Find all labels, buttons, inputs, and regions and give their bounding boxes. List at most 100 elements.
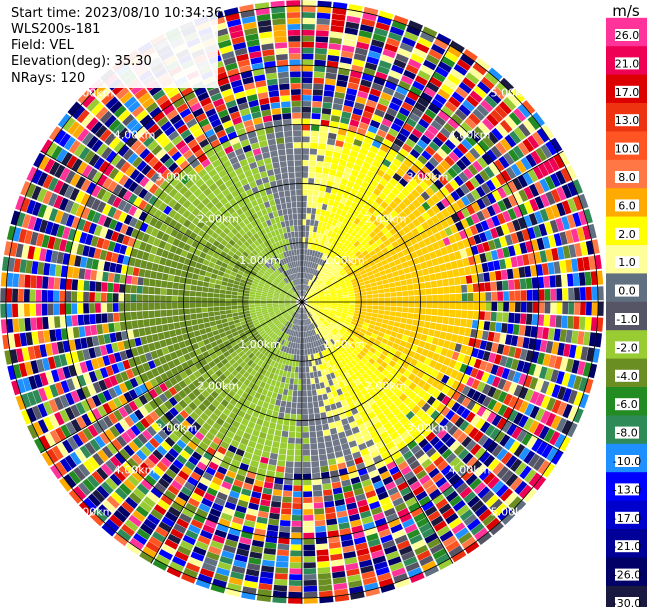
range-gate (518, 484, 532, 499)
range-gate (399, 42, 414, 53)
range-gate (501, 469, 514, 483)
range-gate (485, 302, 492, 311)
range-gate (315, 166, 323, 174)
range-gate (378, 254, 386, 262)
range-gate (449, 179, 460, 190)
range-gate (460, 155, 472, 167)
range-gate (395, 182, 405, 192)
range-gate (452, 428, 463, 440)
range-gate (334, 285, 341, 290)
range-gate (190, 313, 197, 320)
range-gate (361, 302, 367, 305)
range-gate (83, 291, 90, 302)
range-gate (481, 262, 489, 273)
range-gate (456, 58, 471, 71)
range-gate (371, 242, 379, 250)
range-gate (436, 402, 446, 413)
range-gate (130, 285, 137, 294)
range-gate (407, 313, 414, 319)
range-gate (288, 591, 302, 598)
range-gate (445, 244, 454, 254)
range-gate (346, 88, 358, 96)
range-gate (286, 395, 293, 402)
range-gate (360, 311, 366, 316)
range-gate (507, 245, 516, 257)
range-gate (449, 456, 461, 469)
range-gate (417, 155, 428, 165)
range-gate (321, 313, 328, 318)
range-gate (315, 531, 327, 539)
range-gate (415, 249, 424, 257)
range-gate (393, 421, 403, 431)
range-gate (500, 269, 508, 280)
range-gate (249, 304, 255, 308)
range-gate (344, 167, 352, 175)
range-gate (307, 354, 312, 361)
range-gate (470, 460, 483, 473)
range-gate (271, 392, 278, 399)
range-gate (412, 338, 420, 346)
range-gate (343, 333, 350, 339)
range-gate (537, 276, 545, 289)
range-gate (469, 130, 482, 143)
range-gate (391, 187, 401, 196)
range-gate (292, 360, 296, 367)
range-gate (149, 318, 156, 326)
range-gate (415, 42, 430, 54)
range-gate (513, 243, 522, 256)
range-gate (317, 310, 323, 314)
range-gate (521, 228, 531, 241)
range-gate (302, 89, 312, 95)
range-gate (71, 291, 78, 302)
range-gate (456, 143, 469, 155)
range-gate (312, 484, 322, 491)
range-gate (470, 367, 479, 378)
range-gate (323, 248, 329, 255)
range-gate (289, 378, 294, 385)
range-gate (491, 302, 498, 311)
range-gate (474, 464, 487, 477)
range-gate (290, 538, 302, 545)
range-gate (445, 409, 456, 421)
range-gate (342, 39, 356, 47)
range-gate (559, 231, 568, 245)
range-gate (329, 331, 336, 337)
range-gate (419, 474, 431, 485)
range-gate (391, 96, 403, 107)
range-gate (353, 269, 360, 275)
range-gate (343, 99, 355, 108)
range-gate (331, 329, 337, 336)
range-gate (214, 315, 221, 321)
range-gate (358, 375, 366, 383)
range-gate (313, 184, 320, 191)
range-gate (396, 302, 403, 307)
range-gate (361, 216, 369, 224)
range-gate (371, 140, 382, 149)
range-gate (96, 324, 104, 335)
range-gate (432, 302, 438, 309)
range-gate (421, 373, 430, 382)
range-gate (72, 267, 80, 279)
range-gate (90, 270, 98, 281)
range-gate (148, 310, 155, 319)
range-gate (455, 482, 469, 495)
range-gate (351, 113, 362, 122)
range-gate (284, 383, 289, 390)
range-gate (355, 177, 363, 186)
range-gate (588, 363, 598, 379)
range-gate (255, 304, 261, 307)
range-gate (352, 340, 360, 347)
range-gate (448, 359, 457, 369)
range-gate (571, 330, 579, 344)
range-gate (451, 522, 466, 535)
range-gate (195, 307, 202, 314)
range-gate (361, 250, 369, 257)
range-gate (314, 377, 320, 384)
range-gate (452, 268, 460, 277)
range-gate (332, 337, 338, 343)
range-gate (406, 278, 413, 285)
range-gate (529, 391, 540, 404)
range-gate (343, 232, 351, 240)
range-gate (433, 330, 441, 338)
range-gate (549, 275, 556, 288)
